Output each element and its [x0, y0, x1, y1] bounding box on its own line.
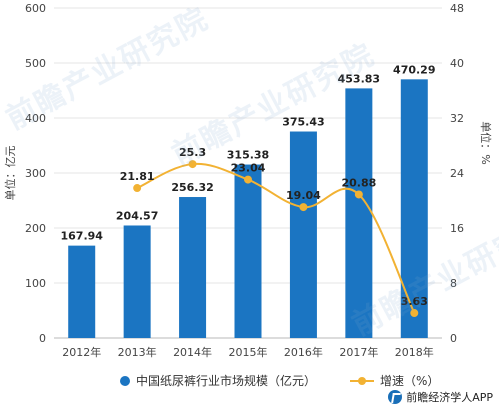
growth-point: [410, 309, 419, 318]
y2-tick-label: 32: [450, 112, 464, 125]
growth-value-label: 23.04: [231, 162, 266, 175]
legend-line-label: 增速（%）: [380, 374, 440, 388]
y2-tick-label: 24: [450, 167, 464, 180]
growth-value-label: 25.3: [179, 146, 206, 159]
source-text: 前瞻经济学人APP: [406, 391, 493, 404]
growth-point: [244, 175, 252, 184]
bar: [234, 164, 262, 338]
y-tick-label: 300: [25, 167, 46, 180]
bar: [289, 131, 317, 338]
y2-tick-label: 8: [450, 277, 457, 290]
x-tick-label: 2012年: [62, 345, 101, 359]
y-tick-label: 500: [25, 57, 46, 70]
bar: [400, 79, 428, 338]
growth-value-label: 21.81: [120, 170, 155, 183]
bar: [68, 245, 96, 338]
x-tick-label: 2015年: [229, 345, 268, 359]
y2-axis-label: 单位：%: [479, 121, 493, 164]
y-tick-label: 600: [25, 2, 46, 15]
growth-value-label: 19.04: [286, 189, 321, 202]
y2-tick-label: 48: [450, 2, 464, 15]
y-tick-label: 200: [25, 222, 46, 235]
growth-point: [133, 184, 142, 193]
brand-logo-icon: [388, 390, 403, 404]
y-tick-label: 100: [25, 277, 46, 290]
bar-value-label: 315.38: [227, 149, 269, 162]
y2-tick-label: 0: [450, 332, 457, 345]
legend-item-line: 增速（%）: [350, 372, 439, 389]
bar-value-label: 167.94: [60, 230, 103, 243]
growth-point: [188, 160, 197, 169]
bar-value-label: 470.29: [393, 63, 435, 76]
bar-value-label: 204.57: [116, 209, 158, 222]
y2-tick-label: 16: [450, 222, 464, 235]
growth-value-label: 3.63: [401, 295, 428, 308]
bar-value-label: 256.32: [171, 181, 213, 194]
bar-value-label: 453.83: [338, 72, 380, 85]
x-tick-label: 2013年: [118, 345, 157, 359]
bar: [123, 225, 151, 338]
growth-value-label: 20.88: [341, 176, 376, 189]
y-axis-label: 单位：亿元: [3, 146, 17, 201]
legend-line-swatch: [350, 376, 375, 386]
y-tick-label: 0: [39, 332, 46, 345]
x-tick-label: 2018年: [395, 345, 434, 359]
growth-point: [354, 190, 363, 199]
bar: [345, 88, 373, 339]
x-tick-label: 2016年: [284, 345, 323, 359]
bar: [179, 197, 207, 338]
legend-bar-label: 中国纸尿裤行业市场规模（亿元）: [136, 374, 317, 388]
bar-value-label: 375.43: [282, 116, 324, 129]
growth-point: [299, 203, 308, 212]
y2-tick-label: 40: [450, 57, 464, 70]
source-credit: 前瞻经济学人APP: [388, 389, 493, 405]
legend: 中国纸尿裤行业市场规模（亿元） 增速（%）: [120, 372, 473, 389]
legend-item-bar: 中国纸尿裤行业市场规模（亿元）: [120, 372, 316, 389]
y-tick-label: 400: [25, 112, 46, 125]
legend-bar-swatch: [120, 375, 130, 386]
x-tick-label: 2017年: [339, 345, 378, 359]
x-tick-label: 2014年: [173, 345, 212, 359]
